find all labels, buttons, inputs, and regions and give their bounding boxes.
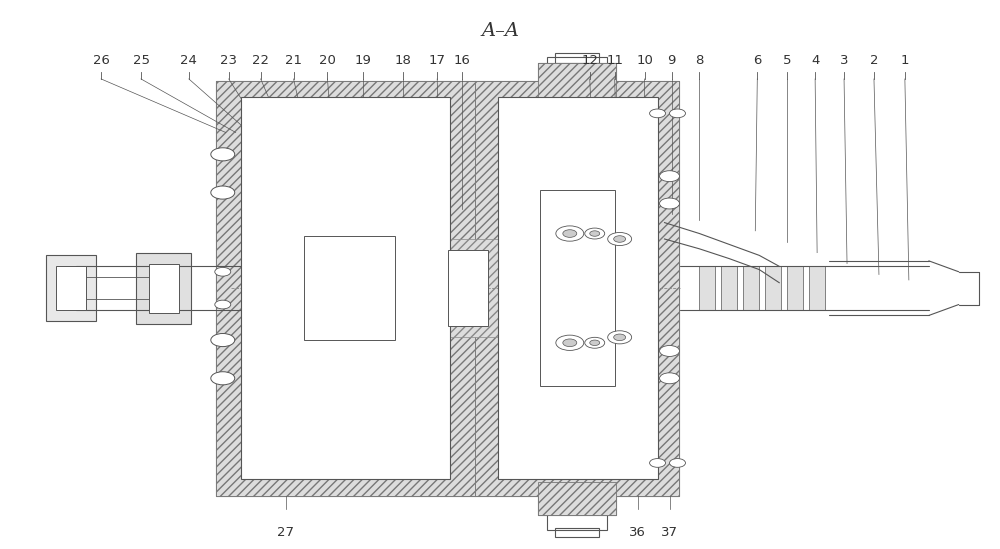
Circle shape	[670, 458, 685, 467]
Circle shape	[556, 226, 584, 241]
Text: 5: 5	[783, 54, 791, 67]
Text: 19: 19	[355, 54, 372, 67]
Text: 22: 22	[252, 54, 269, 67]
Bar	[475, 81, 679, 496]
Circle shape	[660, 198, 680, 209]
Bar	[721, 266, 737, 310]
Text: 16: 16	[454, 54, 471, 67]
Text: 27: 27	[277, 526, 294, 539]
Text: 23: 23	[220, 54, 237, 67]
Bar	[264, 225, 304, 351]
Bar	[149, 264, 179, 313]
Bar	[538, 482, 616, 515]
Text: 17: 17	[429, 54, 446, 67]
Bar	[264, 225, 435, 351]
Circle shape	[660, 345, 680, 356]
Bar	[216, 81, 475, 496]
Bar	[136, 253, 191, 324]
Bar	[46, 255, 96, 321]
Text: 8: 8	[695, 54, 704, 67]
Text: 2: 2	[870, 54, 878, 67]
Text: 6: 6	[753, 54, 761, 67]
Text: 36: 36	[629, 526, 646, 539]
Text: 12: 12	[581, 54, 598, 67]
Bar	[540, 190, 615, 386]
Bar	[448, 250, 488, 327]
Bar	[538, 482, 616, 515]
Text: 1: 1	[901, 54, 909, 67]
Bar	[809, 266, 825, 310]
Bar	[395, 225, 435, 351]
Circle shape	[660, 171, 680, 182]
Bar	[306, 250, 390, 327]
Bar	[787, 266, 803, 310]
Bar	[435, 239, 500, 337]
Text: 3: 3	[840, 54, 848, 67]
Bar	[256, 267, 440, 309]
Circle shape	[211, 148, 235, 161]
Bar	[540, 258, 615, 318]
Circle shape	[608, 330, 632, 344]
Text: 21: 21	[285, 54, 302, 67]
Circle shape	[211, 372, 235, 385]
Circle shape	[215, 267, 231, 276]
Bar	[500, 179, 540, 397]
Text: 18: 18	[395, 54, 412, 67]
Circle shape	[590, 340, 600, 345]
Circle shape	[585, 228, 605, 239]
Bar	[547, 57, 607, 72]
Circle shape	[563, 339, 577, 346]
Bar	[538, 63, 616, 100]
Circle shape	[650, 458, 666, 467]
Circle shape	[211, 186, 235, 199]
Text: 9: 9	[667, 54, 676, 67]
Circle shape	[585, 337, 605, 348]
Bar	[765, 266, 781, 310]
Circle shape	[660, 373, 680, 384]
Bar	[435, 239, 500, 337]
Bar	[304, 236, 395, 340]
Circle shape	[614, 236, 626, 242]
Bar	[547, 513, 607, 530]
Bar	[615, 179, 655, 397]
Bar	[500, 179, 655, 397]
Bar	[241, 97, 450, 479]
Text: 11: 11	[606, 54, 623, 67]
Text: A–A: A–A	[481, 23, 519, 41]
Bar	[475, 81, 679, 496]
Bar	[498, 97, 658, 479]
Text: 20: 20	[319, 54, 336, 67]
Text: 4: 4	[811, 54, 819, 67]
Bar	[555, 529, 599, 537]
Circle shape	[614, 334, 626, 340]
Circle shape	[670, 109, 685, 117]
Text: 26: 26	[93, 54, 110, 67]
Circle shape	[650, 109, 666, 117]
Circle shape	[563, 229, 577, 237]
Bar	[699, 266, 715, 310]
Circle shape	[215, 300, 231, 309]
Bar	[56, 266, 86, 310]
Bar	[555, 53, 599, 63]
Bar	[538, 63, 616, 100]
Text: 25: 25	[132, 54, 150, 67]
Text: 37: 37	[661, 526, 678, 539]
Bar	[743, 266, 759, 310]
Text: 10: 10	[636, 54, 653, 67]
Bar	[216, 81, 475, 496]
Text: 24: 24	[180, 54, 197, 67]
Circle shape	[590, 231, 600, 236]
Circle shape	[211, 333, 235, 346]
Circle shape	[608, 232, 632, 245]
Circle shape	[556, 335, 584, 350]
